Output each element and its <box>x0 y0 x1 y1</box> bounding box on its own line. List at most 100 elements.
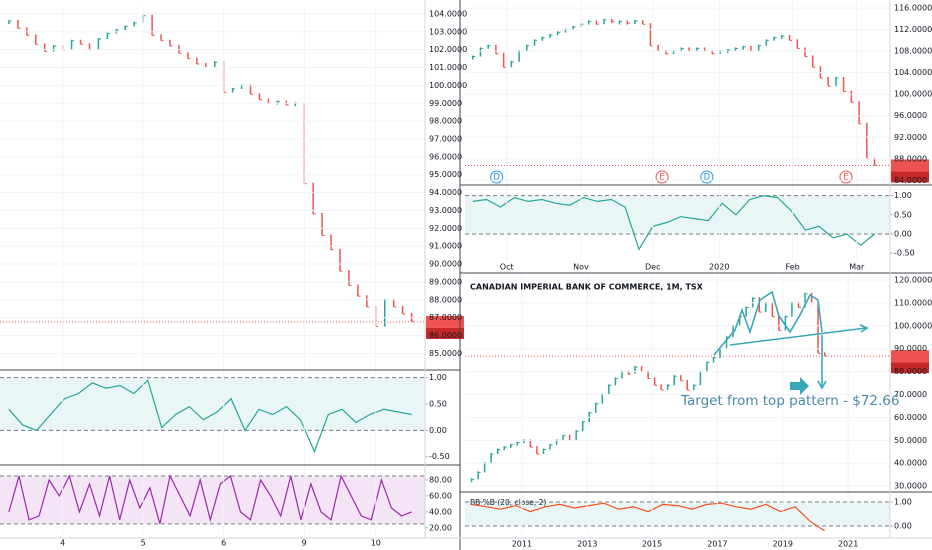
price-bar <box>634 19 636 24</box>
price-bar <box>366 295 368 307</box>
price-bar <box>819 66 822 79</box>
indicator-title: BB %B (20, close, 2) <box>470 498 546 507</box>
x-tick-label: 5 <box>141 539 146 548</box>
x-tick-label: Oct <box>500 263 514 272</box>
price-bar <box>471 55 474 60</box>
price-bar <box>196 57 198 64</box>
price-bar <box>470 478 473 483</box>
x-tick-label: 2011 <box>512 540 532 549</box>
y-tick-label: 88.0000 <box>894 154 927 163</box>
y-tick-label: 97.0000 <box>429 134 462 143</box>
price-bar <box>187 52 189 59</box>
price-bar <box>258 93 261 100</box>
y-tick-label: -0.50 <box>894 249 915 258</box>
price-bar <box>151 14 153 36</box>
price-bar <box>276 100 279 105</box>
price-bar <box>771 301 774 317</box>
price-bar <box>581 420 584 432</box>
price-bar <box>556 31 559 36</box>
price-bar <box>603 18 605 25</box>
price-bar <box>757 44 760 52</box>
y-tick-label: 99.0000 <box>429 99 462 108</box>
price-bar <box>523 439 525 444</box>
price-bar <box>321 213 323 236</box>
price-bar <box>529 439 532 448</box>
chart-title: CANADIAN IMPERIAL BANK OF COMMERCE, 1M, … <box>470 283 704 292</box>
indicator-line <box>472 195 875 251</box>
band-fill <box>0 377 425 431</box>
price-bar <box>267 98 270 104</box>
y-tick-label: 20.00 <box>429 523 452 532</box>
y-tick-label: 60.00 <box>429 491 452 500</box>
price-bar <box>124 25 127 31</box>
x-tick-label: 2019 <box>773 540 793 549</box>
price-bar <box>686 379 689 390</box>
price-bar <box>627 370 630 375</box>
y-tick-label: 120.0000 <box>894 276 932 285</box>
price-bar <box>510 60 513 68</box>
event-label: E <box>843 173 848 183</box>
price-bar <box>804 47 806 57</box>
price-bar <box>811 55 814 68</box>
price-bar <box>601 393 604 404</box>
price-bar <box>621 370 623 379</box>
price-bar <box>17 20 19 29</box>
x-tick-label: 9 <box>302 539 307 548</box>
y-tick-label: 90.0000 <box>429 260 462 269</box>
event-label: D <box>493 173 500 183</box>
price-bar <box>653 377 656 386</box>
y-tick-label: 1.00 <box>429 373 447 382</box>
price-bar <box>614 377 617 386</box>
price-bar <box>502 52 505 68</box>
y-tick-label: 85.0000 <box>429 349 462 358</box>
price-bar <box>312 182 314 215</box>
price-bar <box>693 384 695 390</box>
y-tick-label: 110.0000 <box>894 298 932 307</box>
y-tick-label: 100.0000 <box>429 81 467 90</box>
y-tick-label: 30.0000 <box>894 482 927 491</box>
price-bar <box>817 301 819 354</box>
y-tick-label: -0.50 <box>429 452 450 461</box>
y-tick-label: 94.0000 <box>429 188 462 197</box>
y-tick-label: 84.0000 <box>894 176 927 185</box>
price-bar <box>734 47 737 52</box>
price-bar <box>842 77 845 92</box>
price-bar <box>649 23 652 46</box>
price-label-box <box>891 350 929 363</box>
price-bar <box>699 370 702 386</box>
price-bar <box>626 20 629 25</box>
y-tick-label: 96.0000 <box>429 152 462 161</box>
price-bar <box>784 315 787 331</box>
indicator-line <box>8 474 412 524</box>
y-tick-label: 70.0000 <box>894 390 927 399</box>
x-tick-label: 2013 <box>577 540 597 549</box>
price-bar <box>788 35 791 41</box>
y-tick-label: 0.00 <box>429 426 447 435</box>
y-tick-label: 104.0000 <box>429 9 467 18</box>
event-label: D <box>704 173 711 183</box>
price-bar <box>791 301 793 317</box>
price-bar <box>712 356 715 363</box>
price-bar <box>160 34 162 41</box>
x-tick-label: 2017 <box>707 540 727 549</box>
price-bar <box>526 44 528 52</box>
band-fill <box>465 195 890 234</box>
price-bar <box>611 18 613 23</box>
x-tick-label: 6 <box>221 539 226 548</box>
price-bar <box>555 439 558 445</box>
y-tick-label: 108.0000 <box>894 47 932 56</box>
y-tick-label: 1.00 <box>894 191 912 200</box>
price-bar <box>608 384 610 395</box>
price-bar <box>595 402 597 413</box>
price-label-box <box>891 159 929 172</box>
price-bar <box>249 84 252 95</box>
price-bar <box>804 292 806 308</box>
price-bar <box>213 61 216 68</box>
price-bar <box>79 39 82 45</box>
y-tick-label: 80.0000 <box>894 367 927 376</box>
y-tick-label: 90.0000 <box>894 344 927 353</box>
price-bar <box>660 384 662 390</box>
pattern-drawing <box>713 290 869 390</box>
